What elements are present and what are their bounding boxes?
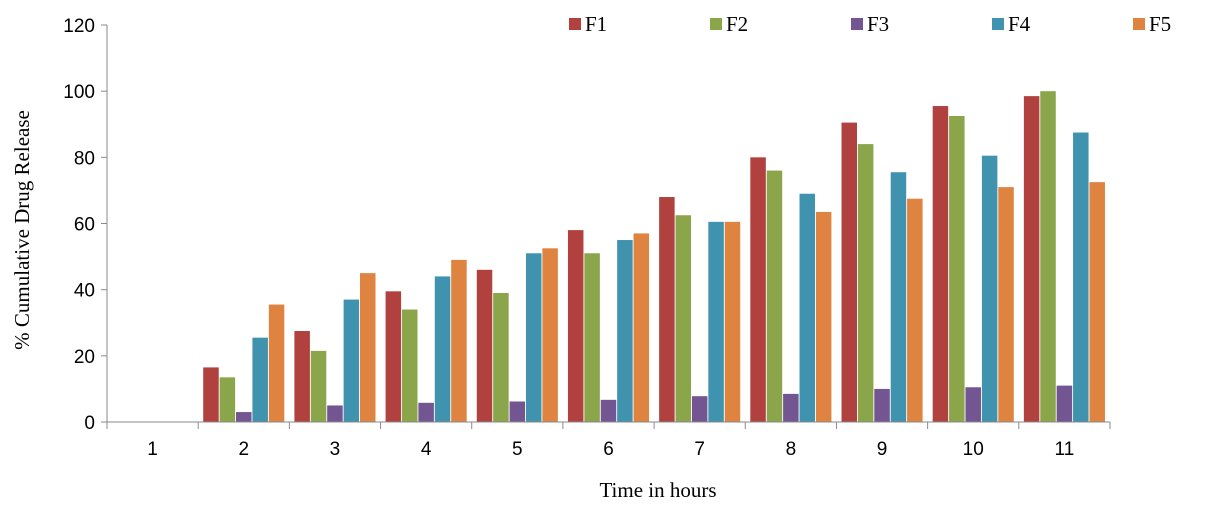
bar-f3-4 — [418, 402, 434, 422]
legend-swatch — [710, 18, 722, 30]
x-axis-title: Time in hours — [599, 478, 716, 502]
legend-item-f2: F2 — [710, 12, 748, 36]
bar-f4-5 — [525, 253, 542, 422]
bar-f1-11 — [1023, 96, 1040, 422]
y-axis-title: % Cumulative Drug Release — [10, 110, 34, 350]
bar-f4-4 — [434, 276, 451, 422]
x-tick-label: 5 — [512, 439, 523, 460]
x-tick-label: 6 — [603, 439, 614, 460]
bar-f3-9 — [874, 388, 890, 422]
x-tick-label: 11 — [1055, 439, 1075, 460]
bar-f2-10 — [949, 115, 965, 422]
bar-f3-7 — [691, 396, 708, 422]
bar-f1-2 — [203, 367, 219, 422]
bar-f5-5 — [542, 248, 558, 422]
legend-label: F3 — [867, 12, 889, 36]
bar-f3-5 — [509, 401, 526, 422]
bar-f4-9 — [890, 172, 907, 422]
bar-f2-7 — [675, 215, 692, 422]
bar-f5-7 — [724, 221, 741, 422]
y-tick-label: 80 — [74, 148, 95, 169]
bar-f5-8 — [815, 211, 832, 422]
bar-f2-9 — [857, 144, 874, 422]
x-tick-label: 1 — [147, 439, 158, 460]
y-tick-label: 60 — [74, 215, 95, 236]
bar-f1-7 — [659, 197, 675, 422]
x-tick-label: 7 — [694, 439, 705, 460]
bar-f5-4 — [451, 259, 467, 422]
legend-swatch — [569, 18, 581, 30]
bar-f5-11 — [1089, 182, 1105, 422]
bar-f1-10 — [932, 106, 949, 423]
legend-swatch — [992, 18, 1004, 30]
bar-f3-8 — [783, 393, 799, 422]
legend-item-f5: F5 — [1133, 12, 1171, 36]
bars-group — [203, 91, 1105, 423]
y-tick-label: 20 — [74, 347, 95, 368]
bar-f3-10 — [965, 387, 981, 422]
x-tick-label: 10 — [963, 439, 984, 460]
legend-item-f4: F4 — [992, 12, 1031, 36]
x-tick-label: 2 — [238, 439, 249, 460]
bar-f2-3 — [310, 350, 327, 422]
legend-label: F4 — [1008, 12, 1031, 36]
y-tick-label: 0 — [84, 413, 95, 434]
legend: F1 F2 F3 F4 F5 — [569, 12, 1171, 36]
bar-f3-11 — [1056, 385, 1073, 422]
bar-f4-6 — [617, 240, 633, 422]
bar-f5-10 — [998, 187, 1014, 422]
bar-f5-3 — [360, 273, 376, 423]
bar-f2-8 — [766, 170, 783, 422]
y-tick-label: 40 — [74, 281, 95, 302]
bar-f4-10 — [981, 155, 998, 422]
y-tick-label: 100 — [63, 82, 95, 103]
x-tick-label: 3 — [330, 439, 341, 460]
bar-f1-3 — [294, 331, 310, 422]
bar-f5-9 — [907, 198, 923, 422]
bar-f3-6 — [600, 399, 617, 422]
legend-swatch — [1133, 18, 1145, 30]
bar-f2-11 — [1040, 91, 1056, 423]
bar-f2-6 — [584, 253, 600, 422]
legend-item-f3: F3 — [851, 12, 889, 36]
legend-item-f1: F1 — [569, 12, 607, 36]
bar-f5-2 — [268, 304, 285, 422]
bar-f4-11 — [1073, 132, 1089, 422]
legend-swatch — [851, 18, 863, 30]
bar-f4-3 — [343, 299, 360, 422]
bar-f1-4 — [385, 291, 402, 422]
bar-f2-5 — [493, 292, 509, 422]
x-tick-label: 8 — [786, 439, 797, 460]
bar-f2-2 — [219, 377, 236, 422]
bar-f4-2 — [252, 337, 268, 422]
bar-f3-2 — [236, 412, 252, 422]
bar-f1-6 — [567, 230, 584, 422]
y-tick-label: 120 — [63, 16, 95, 37]
bar-f3-3 — [327, 405, 343, 422]
legend-label: F2 — [726, 12, 748, 36]
bar-f1-8 — [750, 157, 766, 422]
bar-f4-8 — [799, 193, 816, 422]
legend-label: F5 — [1149, 12, 1171, 36]
axes-group: 0 20 40 60 80 100 120 1 2 3 4 5 6 7 8 9 10 11 — [63, 16, 1111, 460]
bar-f5-6 — [633, 233, 650, 422]
x-tick-label: 9 — [877, 439, 888, 460]
bar-f4-7 — [708, 221, 724, 422]
x-tick-label: 4 — [421, 439, 432, 460]
bar-f1-9 — [841, 122, 857, 422]
bar-f1-5 — [476, 269, 493, 422]
bar-f2-4 — [401, 309, 418, 422]
legend-label: F1 — [585, 12, 607, 36]
